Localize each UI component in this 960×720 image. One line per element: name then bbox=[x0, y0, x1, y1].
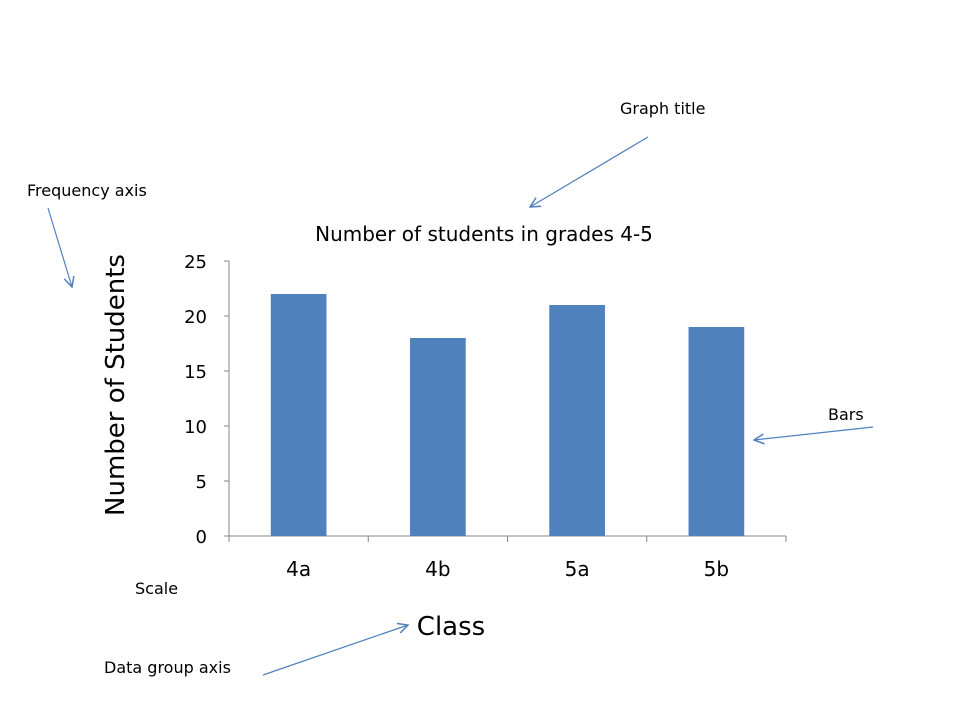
annotation-data-group-axis: Data group axis bbox=[104, 658, 231, 677]
bars bbox=[270, 294, 745, 536]
arrow-graph-title bbox=[530, 136, 649, 207]
bar-5a bbox=[549, 305, 605, 536]
y-tick-label: 20 bbox=[184, 307, 207, 328]
arrow-bars bbox=[754, 426, 874, 440]
bar-4a bbox=[270, 294, 327, 536]
annotation-frequency-axis: Frequency axis bbox=[27, 181, 147, 200]
x-axis-label: Class bbox=[417, 612, 485, 642]
arrow-frequency-axis bbox=[47, 207, 72, 287]
bar-4b bbox=[410, 338, 466, 536]
y-tick-label: 25 bbox=[184, 252, 207, 273]
annotation-scale: Scale bbox=[135, 579, 178, 598]
bar-5b bbox=[688, 327, 745, 536]
arrow-data-group-axis bbox=[262, 625, 408, 676]
x-tick-label: 4a bbox=[286, 557, 311, 581]
annotation-bars: Bars bbox=[828, 405, 864, 424]
annotation-graph-title: Graph title bbox=[620, 99, 705, 118]
y-axis-label: Number of Students bbox=[101, 254, 131, 516]
x-ticks: 4a 4b 5a 5b bbox=[228, 536, 787, 581]
y-ticks: 0 5 10 15 20 25 bbox=[184, 252, 229, 548]
x-tick-label: 5a bbox=[565, 557, 590, 581]
x-tick-label: 4b bbox=[425, 557, 450, 581]
chart-title: Number of students in grades 4-5 bbox=[315, 222, 653, 246]
y-tick-label: 5 bbox=[196, 472, 207, 493]
y-tick-label: 10 bbox=[184, 417, 207, 438]
y-tick-label: 15 bbox=[184, 362, 207, 383]
x-tick-label: 5b bbox=[704, 557, 729, 581]
y-tick-label: 0 bbox=[196, 527, 207, 548]
